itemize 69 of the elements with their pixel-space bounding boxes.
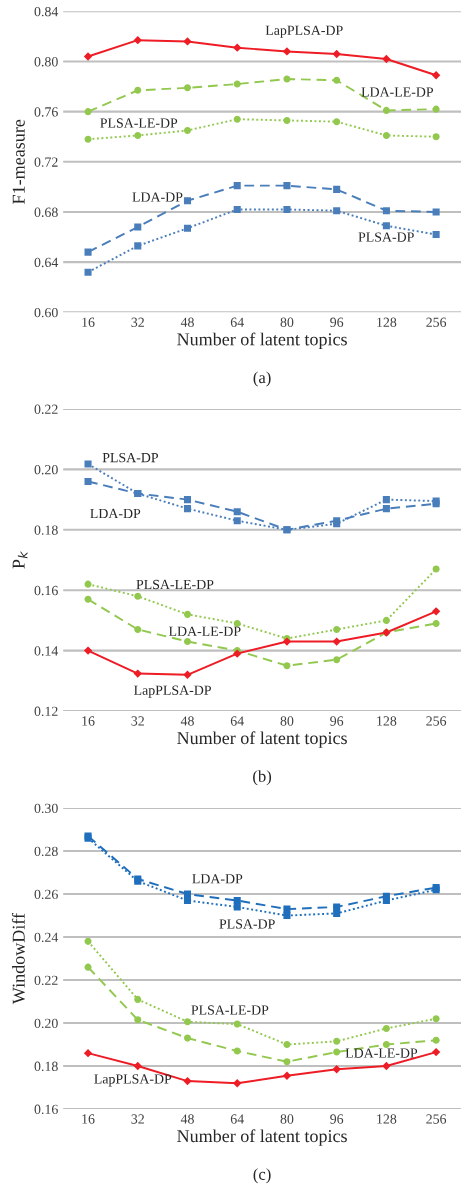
series-label: PLSA-LE-DP (100, 118, 178, 128)
y-axis-title: P$_{k}$ (12, 551, 28, 569)
series-label: LapPLSA-DP (265, 25, 343, 38)
x-tick-label: 128 (377, 317, 397, 327)
series-label: PLSA-DP (358, 232, 414, 242)
x-tick-label: 80 (280, 716, 294, 726)
series-label: PLSA-LE-DP (136, 579, 214, 590)
x-tick-label: 32 (131, 716, 144, 726)
x-tick-label: 96 (330, 317, 344, 327)
series-label: PLSA-DP (219, 919, 275, 929)
series-label: LDA-DP (132, 192, 183, 202)
y-tick-label: 0.14 (34, 646, 59, 656)
series-label: LapPLSA-DP (134, 685, 211, 698)
y-tick-label: 0.72 (34, 157, 58, 167)
text: (c) (253, 1168, 271, 1184)
x-tick-label: 256 (426, 317, 447, 327)
y-tick-label: 0.24 (34, 932, 59, 943)
x-tick-label: 80 (280, 1114, 294, 1124)
y-tick-label: 0.30 (34, 803, 58, 814)
x-tick-label: 16 (82, 317, 95, 327)
x-tick-label: 48 (180, 1114, 194, 1124)
y-axis-title: WindowDiff (11, 912, 25, 1005)
y-tick-label: 0.84 (34, 6, 59, 17)
y-tick-label: 0.60 (34, 307, 58, 318)
x-tick-label: 64 (230, 716, 244, 726)
y-tick-label: 0.16 (34, 1104, 58, 1115)
x-tick-label: 96 (330, 1114, 344, 1124)
x-tick-label: 64 (230, 317, 244, 327)
y-tick-label: 0.18 (34, 1061, 58, 1072)
series-label: LDA-LE-DP (345, 1048, 418, 1058)
y-tick-label: 0.12 (34, 706, 58, 717)
y-axis-title: F1-measure (12, 119, 25, 204)
x-tick-label: 48 (180, 716, 194, 726)
y-tick-label: 0.64 (34, 257, 59, 268)
x-tick-label: 128 (377, 716, 397, 726)
x-tick-label: 32 (131, 317, 144, 327)
y-tick-label: 0.22 (34, 975, 58, 986)
text: (b) (253, 770, 272, 786)
series-label: PLSA-DP (102, 452, 159, 463)
x-axis-title: Number of latent topics (177, 731, 347, 748)
x-tick-label: 16 (82, 716, 95, 726)
x-tick-label: 256 (426, 1114, 447, 1124)
x-tick-label: 32 (131, 1114, 144, 1124)
y-tick-label: 0.68 (34, 207, 58, 217)
y-tick-label: 0.80 (34, 57, 58, 67)
series-label: PLSA-LE-DP (191, 1005, 269, 1015)
series-label: LDA-LE-DP (168, 626, 241, 636)
y-tick-label: 0.26 (34, 889, 58, 900)
y-tick-label: 0.18 (34, 525, 58, 535)
series-label: LDA-DP (90, 508, 141, 519)
series-label: LDA-DP (192, 874, 243, 884)
x-tick-label: 96 (330, 716, 344, 726)
x-axis-title: Number of latent topics (177, 332, 347, 350)
x-tick-label: 80 (280, 317, 294, 327)
y-tick-label: 0.22 (34, 404, 58, 414)
y-tick-label: 0.20 (34, 464, 58, 475)
x-tick-label: 256 (426, 716, 447, 726)
y-tick-label: 0.76 (34, 107, 58, 117)
text: (a) (253, 371, 271, 387)
x-axis-title: Number of latent topics (177, 1129, 347, 1146)
x-tick-label: 16 (82, 1114, 95, 1124)
series-label: LapPLSA-DP (94, 1074, 172, 1087)
x-tick-label: 48 (180, 317, 194, 327)
y-tick-label: 0.16 (34, 585, 58, 596)
x-tick-label: 64 (230, 1114, 244, 1124)
y-tick-label: 0.28 (34, 846, 58, 857)
series-label: LDA-LE-DP (361, 87, 434, 97)
y-tick-label: 0.20 (34, 1018, 58, 1029)
x-tick-label: 128 (377, 1114, 397, 1124)
